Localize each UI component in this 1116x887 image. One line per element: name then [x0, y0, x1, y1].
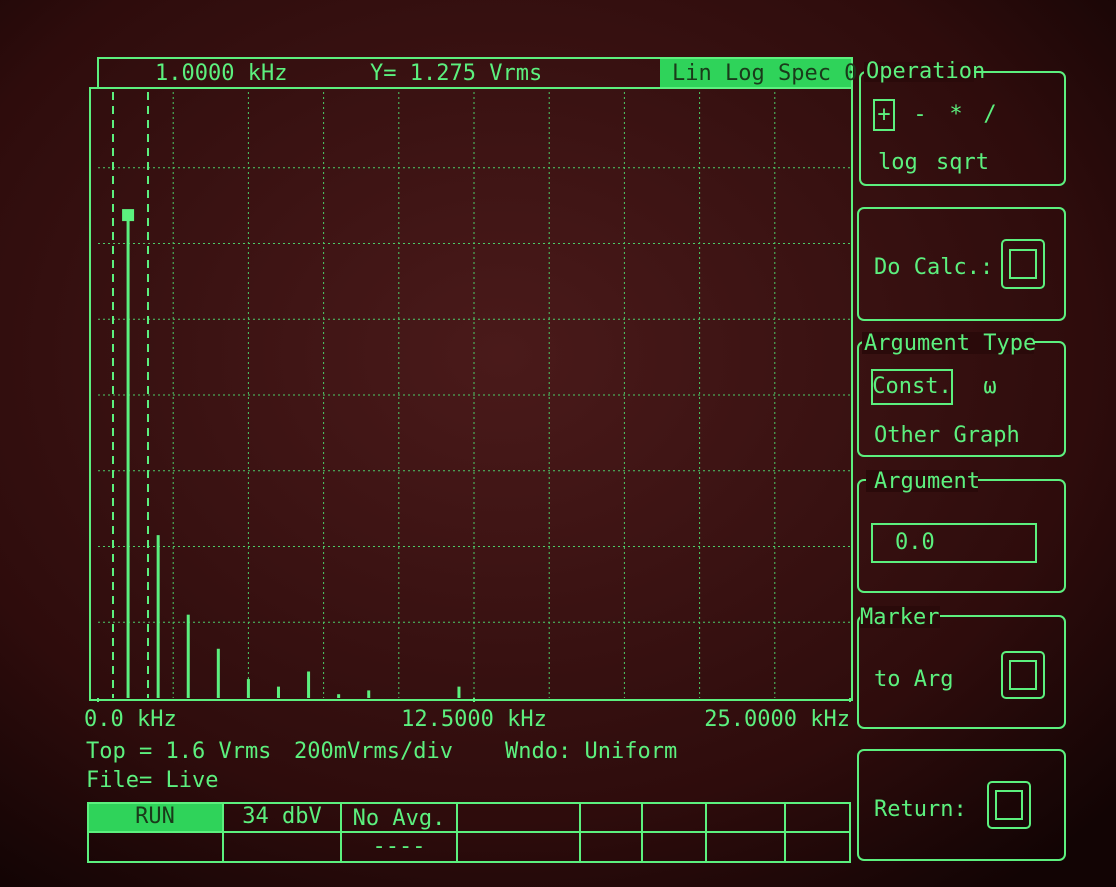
panel-title: Argument — [874, 469, 980, 494]
panel-label-bg — [860, 606, 940, 628]
run-highlight — [88, 803, 223, 832]
panel-label-bg — [866, 470, 978, 492]
panel-title: Marker — [860, 605, 939, 630]
selected-box — [873, 99, 895, 131]
func[interactable]: sqrt — [936, 150, 989, 175]
marker-action[interactable]: to Arg — [874, 667, 953, 692]
key-icon — [1001, 239, 1045, 289]
spectral-line — [186, 614, 190, 698]
panel — [857, 749, 1066, 861]
arg-type[interactable]: ω — [983, 374, 996, 399]
op[interactable]: * — [949, 102, 962, 127]
top-scale: Top = 1.6 Vrms — [86, 739, 271, 764]
softkey[interactable]: 34 dbV — [242, 804, 321, 829]
spectral-line — [367, 690, 371, 698]
marker-x: 1.0000 kHz — [155, 61, 287, 86]
key-icon — [1009, 249, 1037, 279]
graticule — [98, 92, 850, 698]
softkey[interactable]: ---- — [373, 834, 426, 859]
input-box[interactable] — [871, 523, 1037, 563]
spectral-line — [457, 686, 461, 698]
key-icon — [995, 790, 1023, 820]
x-tick-label: 25.0000 kHz — [704, 707, 850, 732]
peak-marker — [122, 209, 135, 222]
softkey[interactable]: RUN — [135, 804, 175, 829]
window: Wndo: Uniform — [505, 739, 677, 764]
spectral-line — [216, 648, 220, 698]
mode: Lin Log Spec 0 — [672, 61, 857, 86]
return[interactable]: Return: — [874, 797, 967, 822]
panel-label-bg — [862, 332, 1034, 354]
softkey[interactable]: No Avg. — [353, 806, 446, 831]
key-icon — [1009, 660, 1037, 690]
spectral-line — [276, 686, 280, 698]
plot-frame — [89, 87, 853, 701]
spectral-line — [126, 215, 130, 698]
mode-highlight — [660, 59, 851, 87]
softkey-bar: RUN 34 dbV No Avg. ---- — [87, 802, 851, 863]
menu: Operation + - * / log sqrt Do Calc.: Arg… — [857, 59, 1066, 861]
op[interactable]: + — [877, 102, 890, 127]
spectrum — [122, 209, 461, 698]
spectral-line — [307, 671, 311, 698]
panel-title: Operation — [866, 59, 985, 84]
argument-value[interactable]: 0.0 — [895, 530, 935, 555]
do-calc[interactable]: Do Calc.: — [874, 255, 993, 280]
arg-type[interactable]: Const. — [872, 374, 951, 399]
arg-type[interactable]: Other Graph — [874, 423, 1020, 448]
panel — [857, 615, 1066, 729]
per-div: 200mVrms/div — [294, 739, 453, 764]
key-icon — [1001, 651, 1045, 699]
key-icon — [987, 781, 1031, 829]
func[interactable]: log — [878, 150, 918, 175]
marker-y: Y= 1.275 Vrms — [370, 61, 542, 86]
x-tick-label: 0.0 kHz — [84, 707, 177, 732]
spectral-line — [246, 679, 250, 698]
panel — [857, 207, 1066, 321]
file: File= Live — [86, 768, 218, 793]
op[interactable]: / — [983, 102, 996, 127]
op[interactable]: - — [913, 102, 926, 127]
spectral-line — [156, 535, 160, 698]
spectral-line — [337, 694, 341, 698]
x-tick-label: 12.5000 kHz — [401, 707, 547, 732]
selected-box — [871, 369, 953, 405]
panel-label-bg — [864, 62, 974, 82]
panel-title: Argument Type — [864, 331, 1036, 356]
